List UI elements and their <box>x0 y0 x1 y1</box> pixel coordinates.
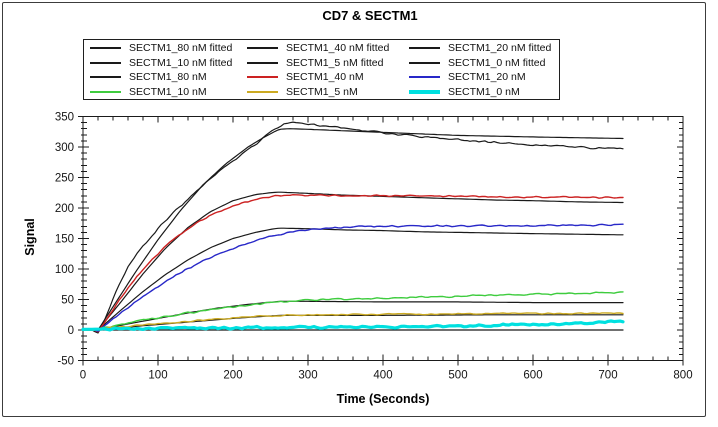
legend-line-swatch <box>409 76 440 79</box>
legend-label: SECTM1_40 nM <box>286 71 364 84</box>
legend-line-swatch <box>247 76 278 79</box>
svg-text:0: 0 <box>68 325 74 337</box>
svg-text:200: 200 <box>55 203 74 215</box>
series-sectm1_5-nm <box>82 312 624 331</box>
svg-text:250: 250 <box>55 173 74 185</box>
svg-text:100: 100 <box>55 264 74 276</box>
legend-item: SECTM1_80 nM fitted <box>90 42 247 54</box>
legend-label: SECTM1_10 nM <box>129 86 207 99</box>
svg-text:200: 200 <box>223 370 242 382</box>
legend-line-swatch <box>409 90 440 95</box>
legend-label: SECTM1_0 nM <box>448 86 520 99</box>
legend-line-swatch <box>90 76 121 79</box>
axis-tick-labels: 0 100 200 300 400 500 600 700 800 -50 0 50 100 150 200… <box>55 112 693 382</box>
series-sectm1_80-nm <box>82 121 624 334</box>
legend: SECTM1_80 nM fitted SECTM1_40 nM fitted SE… <box>83 39 560 100</box>
legend-line-swatch <box>247 47 278 50</box>
legend-line-swatch <box>409 47 440 50</box>
svg-text:700: 700 <box>598 370 617 382</box>
legend-item: SECTM1_0 nM <box>409 86 559 98</box>
legend-item: SECTM1_40 nM <box>247 71 409 83</box>
series-sectm1_10-nm <box>82 291 624 331</box>
legend-item: SECTM1_0 nM fitted <box>409 57 559 69</box>
legend-line-swatch <box>247 91 278 94</box>
svg-text:50: 50 <box>61 295 74 307</box>
legend-label: SECTM1_80 nM <box>129 71 207 84</box>
fitted-curves <box>82 128 624 331</box>
legend-label: SECTM1_5 nM fitted <box>286 56 384 69</box>
axis-ticks <box>78 116 684 366</box>
series-sectm1_20-nm-fitted <box>82 227 624 331</box>
legend-line-swatch <box>90 61 121 64</box>
measured-curves <box>81 121 625 334</box>
svg-text:500: 500 <box>448 370 467 382</box>
x-axis-title: Time (Seconds) <box>336 392 430 406</box>
series-sectm1_80-nm-fitted <box>82 128 624 331</box>
legend-line-swatch <box>247 61 278 64</box>
svg-text:150: 150 <box>55 234 74 246</box>
legend-label: SECTM1_20 nM <box>448 71 526 84</box>
legend-item: SECTM1_20 nM fitted <box>409 42 559 54</box>
legend-label: SECTM1_20 nM fitted <box>448 42 552 55</box>
svg-text:800: 800 <box>673 370 692 382</box>
legend-item: SECTM1_80 nM <box>90 71 247 83</box>
legend-item: SECTM1_5 nM <box>247 86 409 98</box>
series-sectm1_40-nm <box>82 194 624 333</box>
legend-item: SECTM1_40 nM fitted <box>247 42 409 54</box>
legend-item: SECTM1_5 nM fitted <box>247 57 409 69</box>
legend-label: SECTM1_10 nM fitted <box>129 56 233 69</box>
svg-text:400: 400 <box>373 370 392 382</box>
legend-label: SECTM1_5 nM <box>286 86 358 99</box>
series-sectm1_40-nm-fitted <box>82 191 624 331</box>
legend-line-swatch <box>409 61 440 64</box>
svg-text:300: 300 <box>298 370 317 382</box>
y-axis-title: Signal <box>23 218 37 256</box>
svg-text:-50: -50 <box>57 356 74 368</box>
legend-item: SECTM1_10 nM fitted <box>90 57 247 69</box>
legend-label: SECTM1_40 nM fitted <box>286 42 390 55</box>
legend-item: SECTM1_20 nM <box>409 71 559 83</box>
svg-text:600: 600 <box>523 370 542 382</box>
svg-text:300: 300 <box>55 142 74 154</box>
chart-title: CD7 & SECTM1 <box>322 8 418 23</box>
legend-label: SECTM1_0 nM fitted <box>448 56 546 69</box>
svg-text:100: 100 <box>148 370 167 382</box>
legend-line-swatch <box>90 91 121 94</box>
svg-text:0: 0 <box>80 370 86 382</box>
legend-line-swatch <box>90 47 121 50</box>
series-sectm1_20-nm <box>82 223 624 332</box>
series-sectm1_0-nm <box>81 319 625 332</box>
svg-text:350: 350 <box>55 112 74 124</box>
legend-label: SECTM1_80 nM fitted <box>129 42 233 55</box>
legend-item: SECTM1_10 nM <box>90 86 247 98</box>
